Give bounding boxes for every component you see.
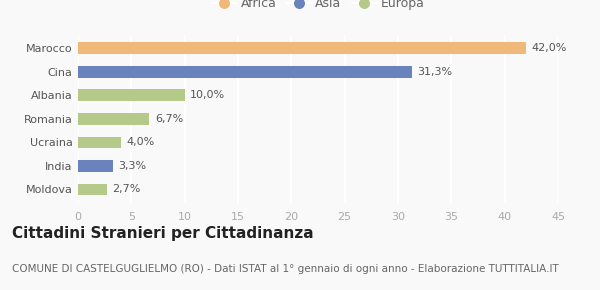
Bar [78, 160, 113, 172]
Bar [78, 66, 412, 78]
Text: 2,7%: 2,7% [112, 184, 140, 195]
Bar [78, 184, 107, 195]
Text: 31,3%: 31,3% [417, 67, 452, 77]
Text: 3,3%: 3,3% [119, 161, 146, 171]
Text: Cittadini Stranieri per Cittadinanza: Cittadini Stranieri per Cittadinanza [12, 226, 314, 241]
Text: 4,0%: 4,0% [126, 137, 154, 147]
Text: 42,0%: 42,0% [532, 43, 567, 53]
Bar [78, 113, 149, 125]
Bar [78, 137, 121, 148]
Bar [78, 42, 526, 54]
Text: COMUNE DI CASTELGUGLIELMO (RO) - Dati ISTAT al 1° gennaio di ogni anno - Elabora: COMUNE DI CASTELGUGLIELMO (RO) - Dati IS… [12, 264, 559, 274]
Text: 10,0%: 10,0% [190, 90, 225, 100]
Bar [78, 90, 185, 101]
Text: 6,7%: 6,7% [155, 114, 183, 124]
Legend: Africa, Asia, Europa: Africa, Asia, Europa [207, 0, 429, 15]
